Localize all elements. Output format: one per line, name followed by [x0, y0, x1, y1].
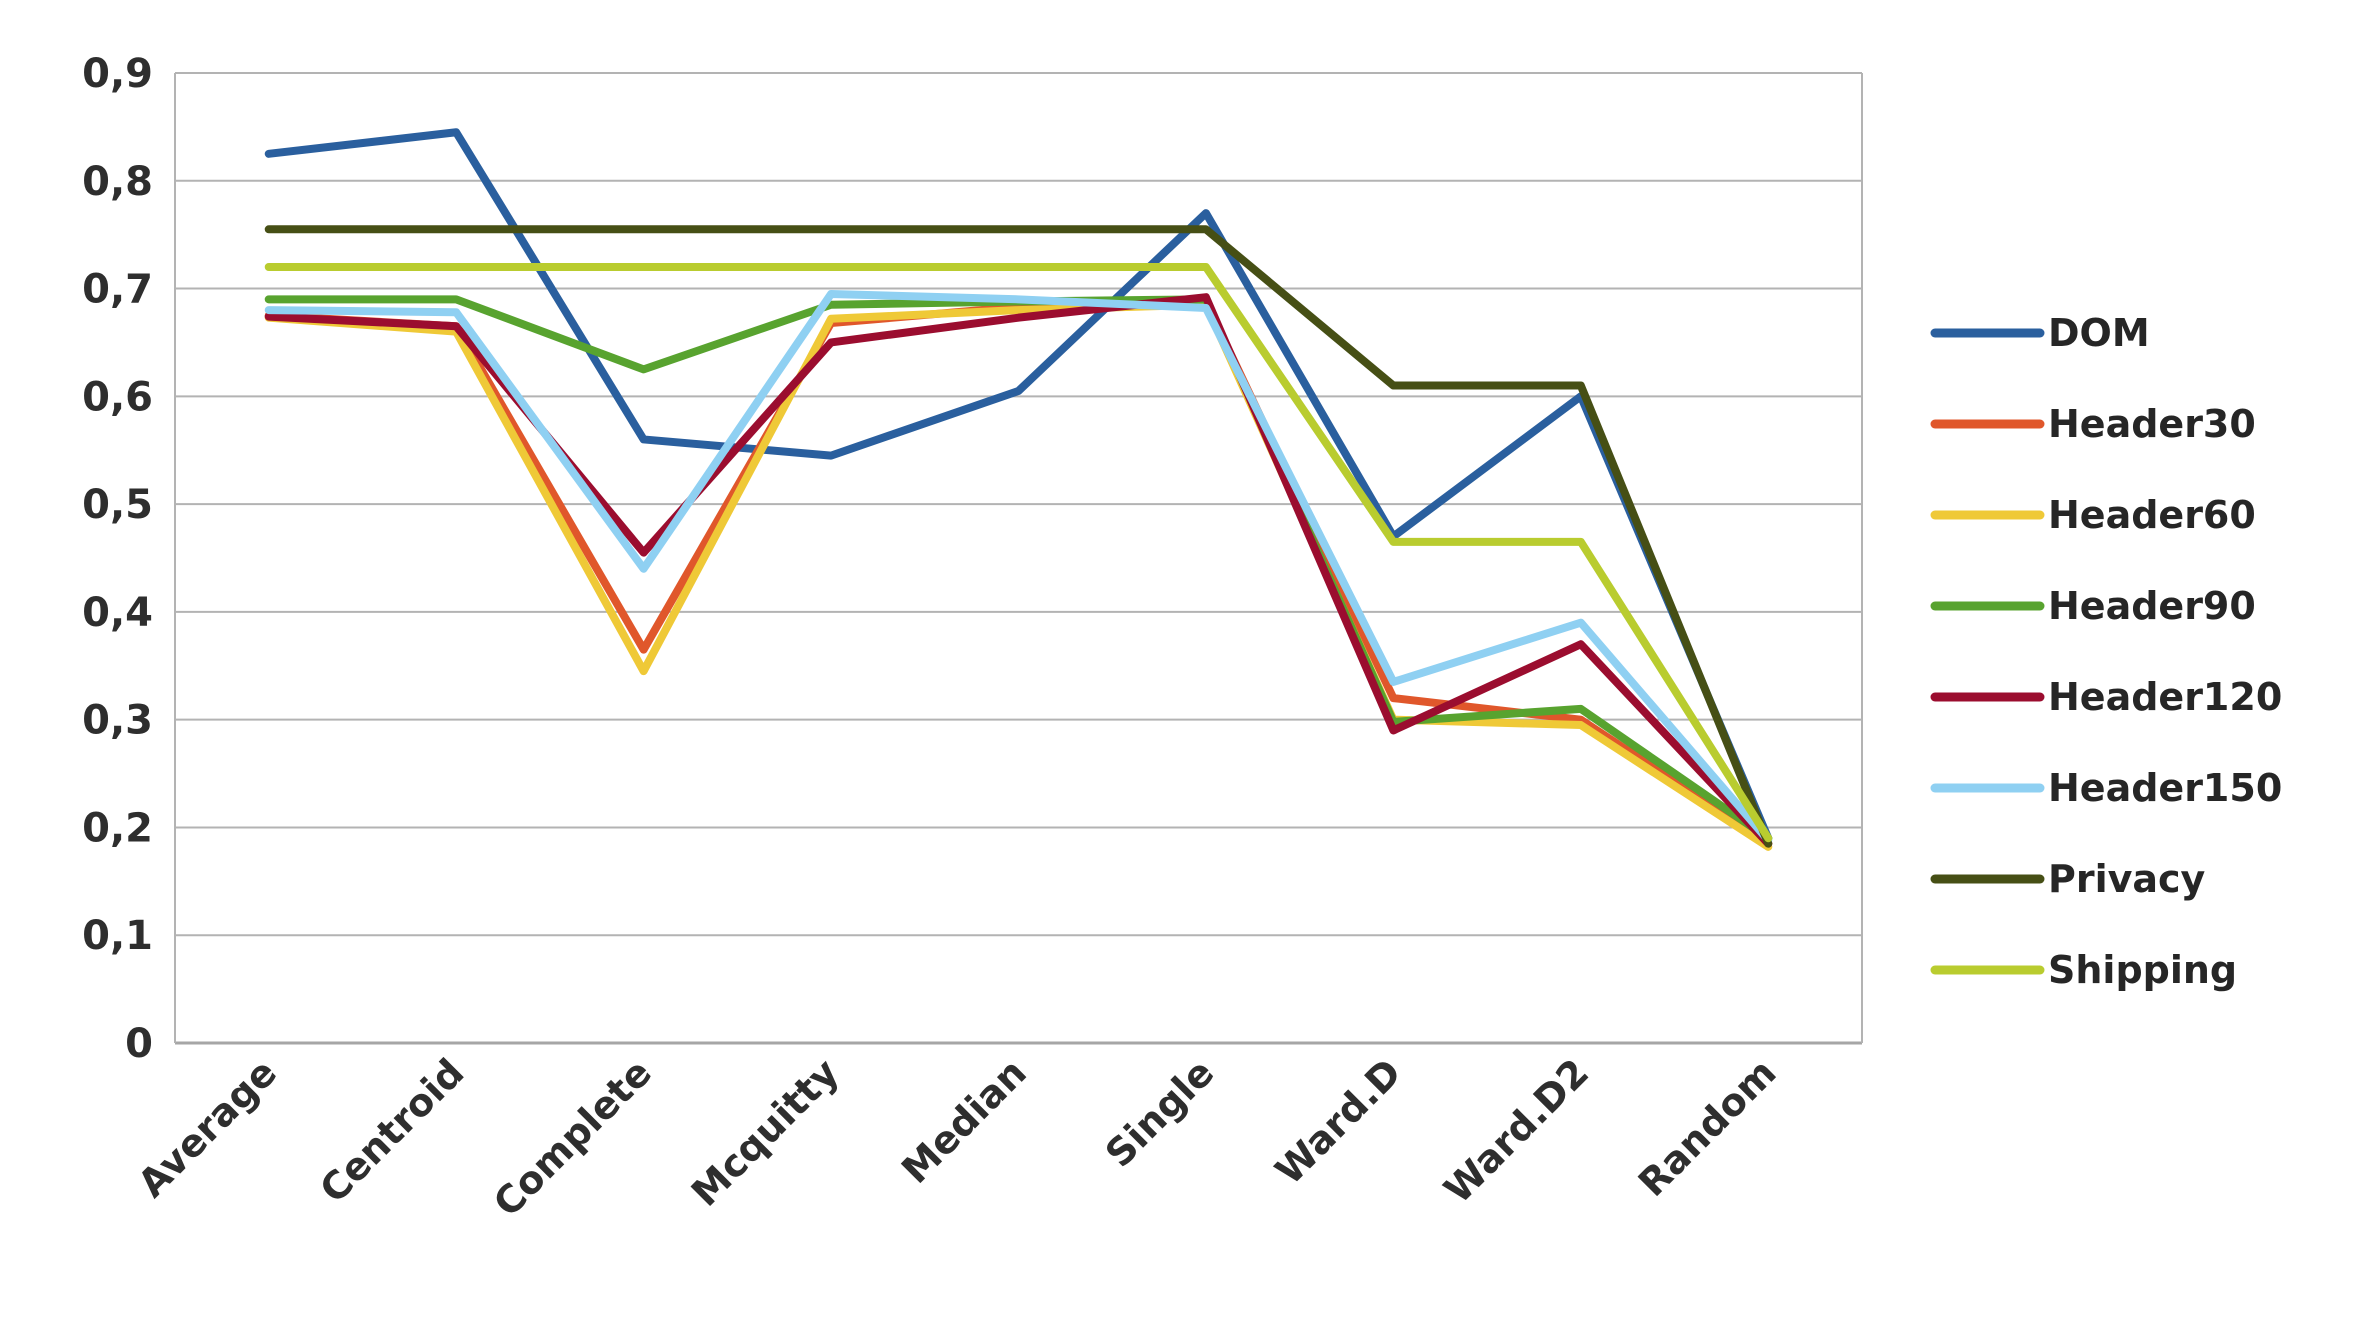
series-line-privacy [264, 225, 1773, 848]
legend-item: Header150 [1930, 766, 2282, 810]
legend-label-privacy: Privacy [2048, 857, 2206, 901]
legend-label-header90: Header90 [2048, 584, 2256, 628]
series-line-dom [264, 128, 1773, 843]
y-axis-tick-label: 0,4 [82, 590, 153, 636]
x-axis-labels: Average Centroid Complete Mcquitty Median Sin… [130, 1050, 1785, 1225]
y-axis-tick-label: 0,8 [82, 159, 153, 205]
legend-item: Header60 [1930, 493, 2256, 537]
y-axis-tick-label: 0,9 [82, 51, 153, 97]
x-axis-category-label: Random [1630, 1050, 1785, 1205]
legend-label-header60: Header60 [2048, 493, 2256, 537]
legend-item: Privacy [1930, 857, 2206, 901]
y-axis-labels: 0 0,1 0,2 0,3 0,4 0,5 0,6 0,7 0,8 0,9 [82, 51, 153, 1067]
x-axis-category-label: Median [893, 1050, 1035, 1192]
legend-label-header150: Header150 [2048, 766, 2282, 810]
series-line-header150 [264, 289, 1773, 845]
series-line-shipping [264, 263, 1773, 843]
series-line-header90 [264, 295, 1773, 843]
y-axis-tick-label: 0 [125, 1021, 153, 1067]
series-line-header120 [264, 293, 1773, 848]
x-axis-category-label: Complete [485, 1050, 660, 1225]
legend-label-shipping: Shipping [2048, 948, 2237, 992]
y-axis-tick-label: 0,2 [82, 805, 153, 851]
legend-item: Header120 [1930, 675, 2282, 719]
y-axis-tick-label: 0,5 [82, 482, 153, 528]
y-axis-tick-label: 0,1 [82, 913, 153, 959]
chart-legend: DOM Header30 Header60 Header90 Header120 Head… [1930, 311, 2282, 992]
legend-item: DOM [1930, 311, 2150, 355]
legend-item: Header90 [1930, 584, 2256, 628]
legend-label-header30: Header30 [2048, 402, 2256, 446]
gridlines-layer [174, 72, 1863, 1045]
x-axis-category-label: Mcquitty [683, 1050, 848, 1215]
x-axis-category-label: Ward.D [1267, 1050, 1410, 1193]
x-axis-category-label: Ward.D2 [1436, 1050, 1598, 1212]
y-axis-tick-label: 0,6 [82, 374, 153, 420]
legend-label-dom: DOM [2048, 311, 2150, 355]
x-axis-category-label: Centroid [311, 1050, 472, 1211]
legend-item: Shipping [1930, 948, 2237, 992]
series-line-header60 [264, 300, 1773, 851]
series-layer [264, 128, 1773, 851]
y-axis-tick-label: 0,7 [82, 267, 153, 313]
legend-item: Header30 [1930, 402, 2256, 446]
legend-label-header120: Header120 [2048, 675, 2282, 719]
x-axis-category-label: Single [1097, 1050, 1222, 1175]
x-axis-category-label: Average [130, 1050, 286, 1206]
y-axis-tick-label: 0,3 [82, 698, 153, 744]
